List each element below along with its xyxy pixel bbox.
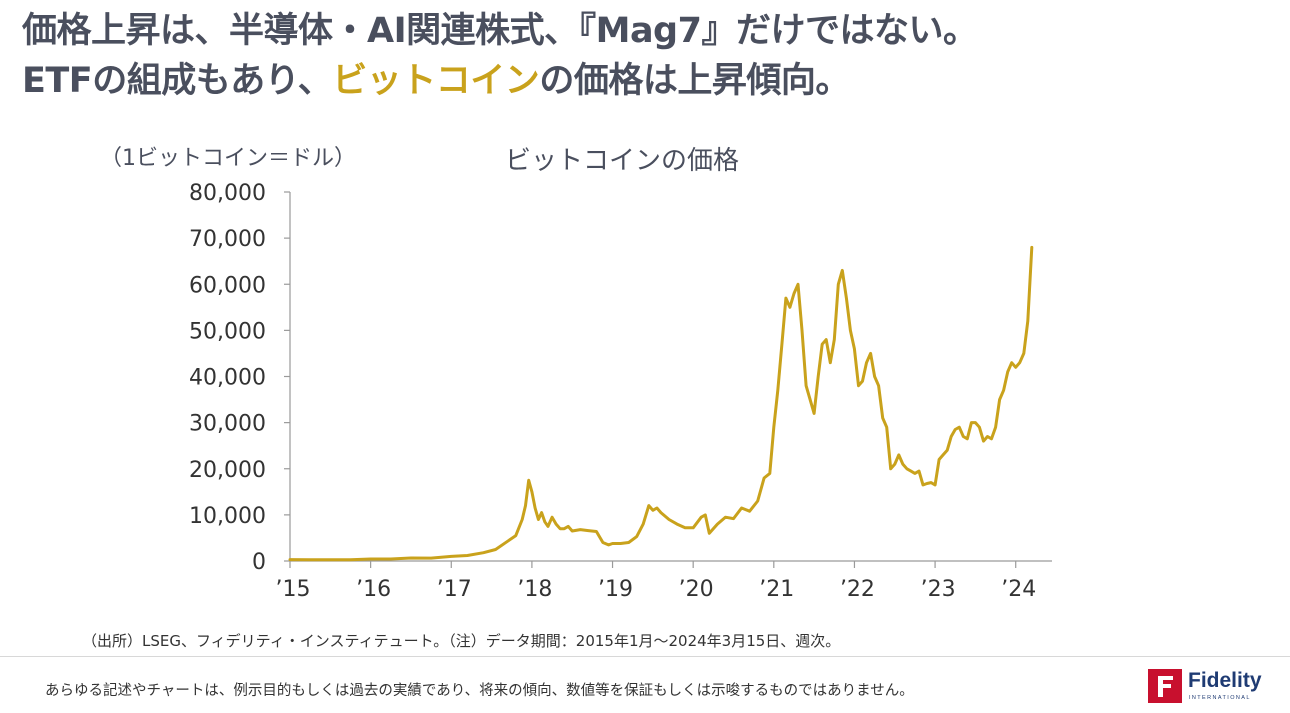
disclaimer: あらゆる記述やチャートは、例示目的もしくは過去の実績であり、将来の傾向、数値等を…	[45, 683, 914, 699]
headline-line2-highlight: ビットコイン	[332, 61, 540, 101]
y-tick-label: 0	[252, 550, 266, 575]
fidelity-logo: Fidelity INTERNATIONAL	[1148, 667, 1276, 707]
y-tick-label: 30,000	[189, 412, 266, 437]
fidelity-logo-text: Fidelity	[1188, 669, 1262, 692]
x-tick-label: ’19	[598, 577, 633, 602]
chart-title: ビットコインの価格	[505, 146, 740, 176]
y-tick-label: 40,000	[189, 366, 266, 391]
x-tick-label: ’20	[679, 577, 714, 602]
headline-line1: 価格上昇は、半導体・AI関連株式、『Mag7』だけではない。	[22, 11, 978, 51]
y-tick-label: 60,000	[189, 273, 266, 298]
headline: 価格上昇は、半導体・AI関連株式、『Mag7』だけではない。 ETFの組成もあり…	[22, 6, 978, 106]
y-tick-label: 20,000	[189, 458, 266, 483]
footer-divider	[0, 656, 1290, 657]
y-tick-label: 80,000	[189, 181, 266, 206]
y-tick-label: 70,000	[189, 227, 266, 252]
fidelity-logo-subtext: INTERNATIONAL	[1189, 695, 1251, 701]
x-tick-label: ’16	[356, 577, 391, 602]
x-tick-label: ’22	[840, 577, 875, 602]
y-tick-label: 50,000	[189, 319, 266, 344]
y-axis-unit-label: （1ビットコイン＝ドル）	[100, 146, 356, 171]
source-note: （出所）LSEG、フィデリティ・インスティテュート。（注）データ期間：2015年…	[82, 632, 841, 650]
y-tick-label: 10,000	[189, 504, 266, 529]
headline-line2-suffix: の価格は上昇傾向。	[539, 61, 850, 101]
headline-line2-prefix: ETFの組成もあり、	[22, 61, 333, 101]
x-tick-label: ’23	[921, 577, 956, 602]
x-tick-label: ’21	[759, 577, 794, 602]
x-tick-label: ’15	[276, 577, 311, 602]
x-tick-label: ’18	[517, 577, 552, 602]
x-tick-label: ’17	[437, 577, 472, 602]
fidelity-logo-mark	[1148, 669, 1182, 703]
series-line-bitcoin	[288, 245, 1034, 562]
x-tick-label: ’24	[1001, 577, 1036, 602]
